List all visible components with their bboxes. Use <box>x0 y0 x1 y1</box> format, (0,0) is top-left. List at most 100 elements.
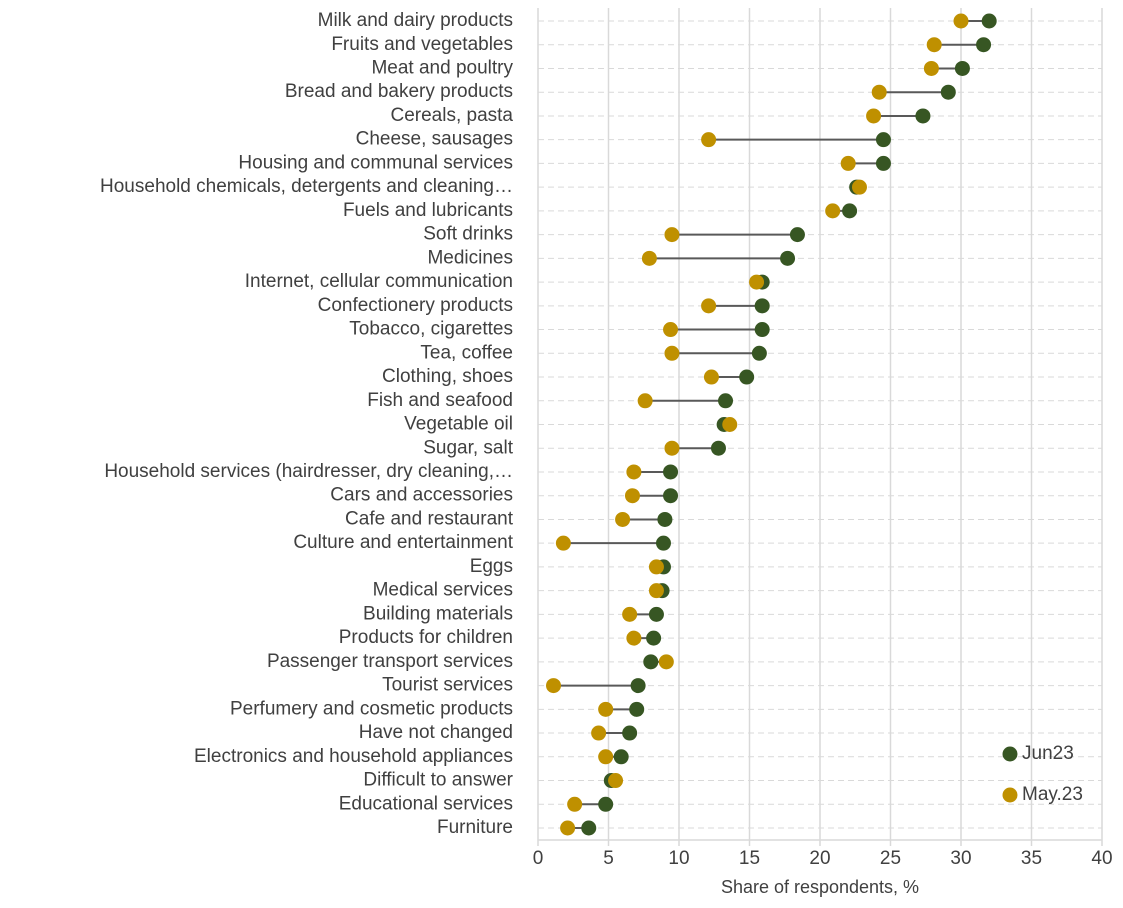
category-label: Bread and bakery products <box>285 81 513 102</box>
category-label: Sugar, salt <box>423 437 513 458</box>
category-label: Confectionery products <box>318 295 513 316</box>
dot <box>926 37 942 53</box>
dot <box>663 322 679 338</box>
category-label: Internet, cellular communication <box>245 271 513 292</box>
dot <box>722 417 738 432</box>
dot <box>615 511 631 527</box>
dot <box>657 511 673 527</box>
dot <box>954 60 970 76</box>
category-label: Difficult to answer <box>363 770 513 791</box>
dot <box>613 749 629 765</box>
category-label: Fruits and vegetables <box>331 34 513 55</box>
dot <box>754 322 770 338</box>
dot <box>663 464 679 480</box>
dot <box>780 250 796 266</box>
dot <box>718 393 734 409</box>
category-label: Eggs <box>470 556 513 577</box>
dot <box>598 796 614 812</box>
x-tick-label: 5 <box>603 848 614 869</box>
dot <box>626 630 642 646</box>
dot <box>710 440 726 456</box>
category-label: Medical services <box>373 580 513 601</box>
category-label: Milk and dairy products <box>318 10 513 31</box>
category-label: Electronics and household appliances <box>194 746 513 767</box>
dot <box>940 84 956 100</box>
dot <box>915 108 931 124</box>
category-label: Meat and poultry <box>371 57 513 78</box>
category-label: Perfumery and cosmetic products <box>230 698 513 719</box>
legend-marker <box>1002 746 1018 762</box>
legend-label: Jun23 <box>1022 743 1074 764</box>
category-label: Tobacco, cigarettes <box>349 319 513 340</box>
dot <box>624 488 640 504</box>
x-tick-label: 30 <box>950 848 971 869</box>
dot <box>663 488 679 504</box>
dot <box>630 678 646 694</box>
dot <box>567 796 583 812</box>
dot <box>875 155 891 171</box>
dot <box>825 203 841 219</box>
x-tick-label: 35 <box>1021 848 1042 869</box>
dot <box>560 820 576 836</box>
dot <box>626 464 642 480</box>
dot <box>637 393 653 409</box>
category-label: Fish and seafood <box>367 390 513 411</box>
category-label: Furniture <box>437 817 513 838</box>
x-tick-label: 10 <box>668 848 689 869</box>
dot <box>976 37 992 53</box>
category-label: Have not changed <box>359 722 513 743</box>
dot <box>842 203 858 219</box>
category-label: Cars and accessories <box>330 485 513 506</box>
dot <box>701 132 717 148</box>
dot <box>598 749 614 765</box>
category-label: Housing and communal services <box>238 152 513 173</box>
category-label: Cafe and restaurant <box>345 508 514 529</box>
dot <box>789 227 805 243</box>
dot <box>648 606 664 622</box>
dot <box>703 369 719 385</box>
dot <box>641 250 657 266</box>
dot <box>754 298 770 314</box>
category-label: Household services (hairdresser, dry cle… <box>104 461 513 482</box>
dot <box>701 298 717 314</box>
category-label: Educational services <box>339 793 513 814</box>
dot <box>981 13 997 29</box>
legend-marker <box>1002 787 1018 803</box>
dot <box>622 725 638 741</box>
dot <box>739 369 755 385</box>
dot <box>664 440 680 456</box>
category-label: Cheese, sausages <box>356 129 513 150</box>
category-label: Passenger transport services <box>267 651 513 672</box>
dot <box>664 227 680 243</box>
dot <box>591 725 607 741</box>
dot <box>646 630 662 646</box>
x-tick-label: 0 <box>533 848 544 869</box>
dot <box>923 60 939 76</box>
dot <box>608 773 624 789</box>
x-tick-label: 15 <box>739 848 760 869</box>
dot <box>953 13 969 29</box>
dot <box>643 654 659 670</box>
dot <box>555 535 571 551</box>
category-label: Fuels and lubricants <box>343 200 513 221</box>
x-axis-label: Share of respondents, % <box>721 877 919 897</box>
dot <box>840 155 856 171</box>
dot <box>598 701 614 717</box>
category-label: Products for children <box>339 627 513 648</box>
category-label: Vegetable oil <box>404 414 513 435</box>
legend-label: May.23 <box>1022 784 1083 805</box>
category-label: Building materials <box>363 603 513 624</box>
category-label: Clothing, shoes <box>382 366 513 387</box>
x-tick-label: 25 <box>880 848 901 869</box>
dot <box>664 345 680 361</box>
category-label: Cereals, pasta <box>390 105 513 126</box>
category-label: Tea, coffee <box>420 342 513 363</box>
dot <box>655 535 671 551</box>
category-label: Tourist services <box>382 675 513 696</box>
dot <box>629 701 645 717</box>
dot <box>751 345 767 361</box>
dot <box>749 274 765 290</box>
category-label: Culture and entertainment <box>293 532 513 553</box>
dot <box>871 84 887 100</box>
